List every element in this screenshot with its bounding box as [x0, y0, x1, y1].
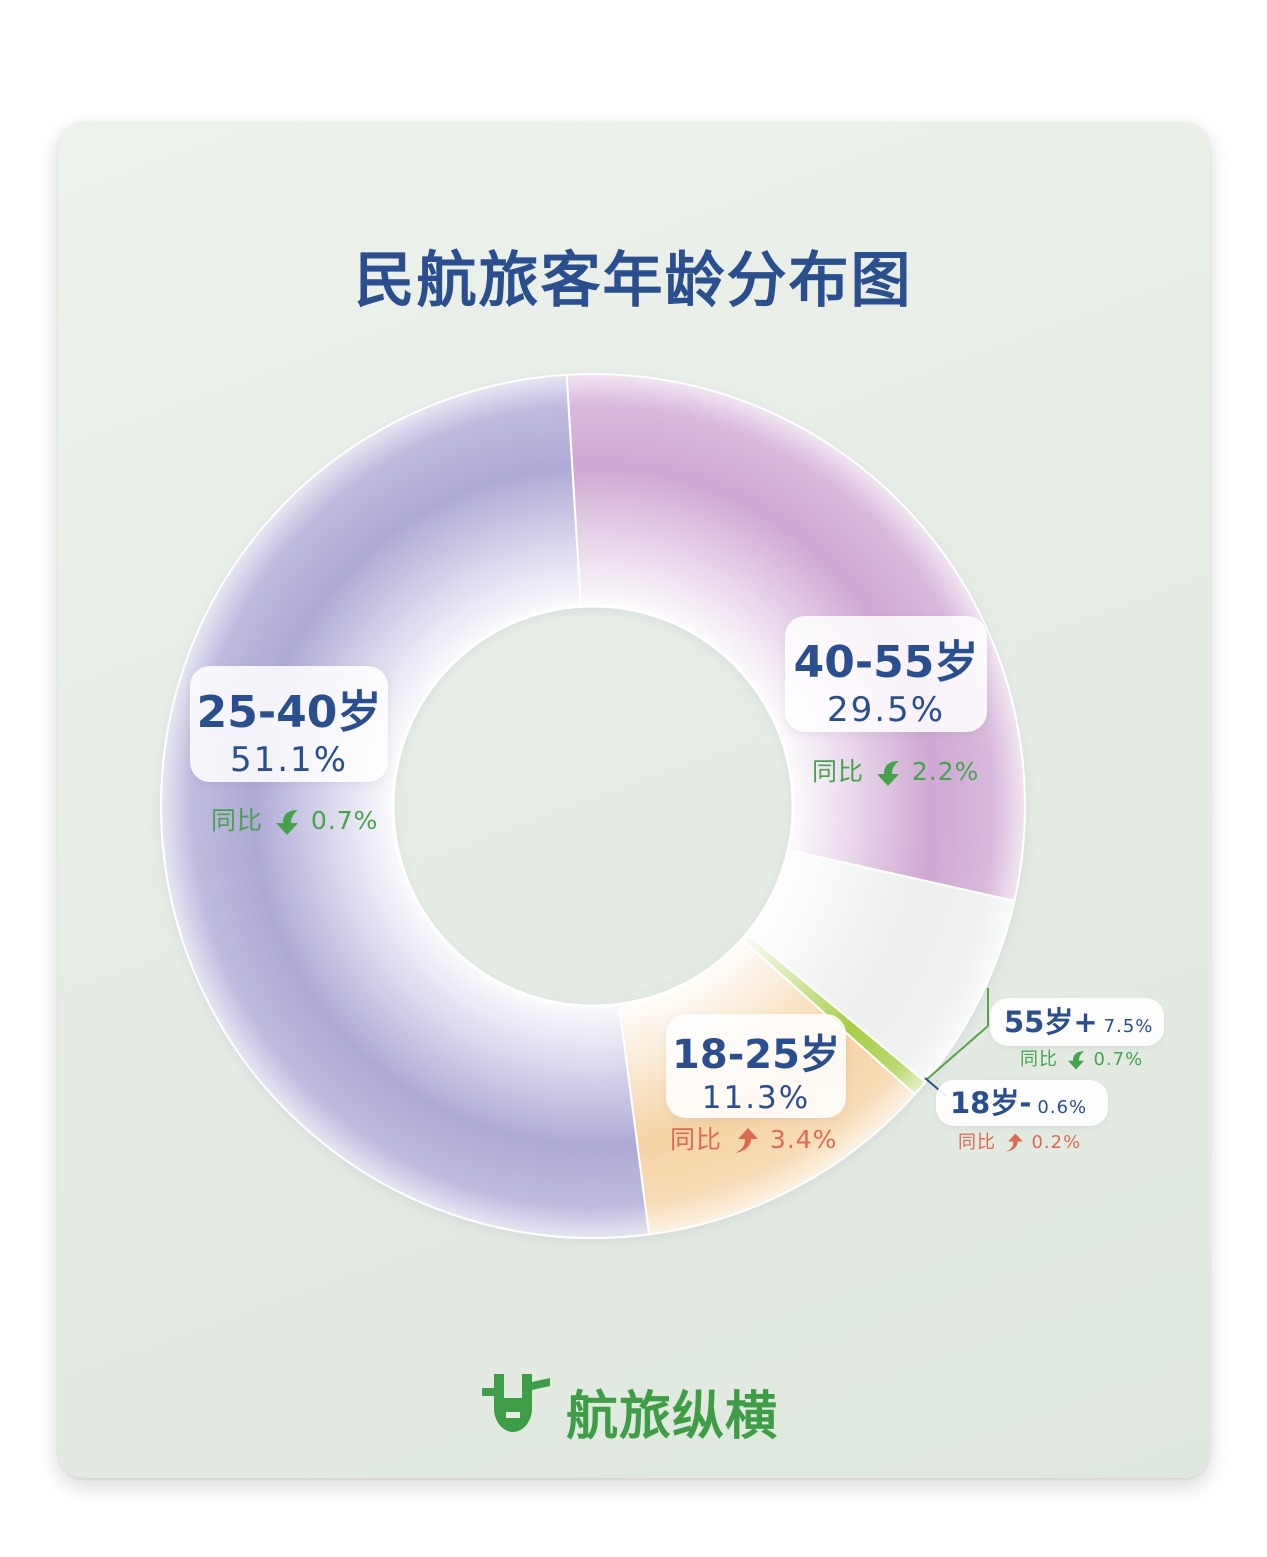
- label-40-55-name: 40-55岁: [793, 637, 979, 688]
- yoy-25-40-value: 0.7%: [310, 806, 379, 835]
- brand-logo-icon: [482, 1374, 550, 1432]
- arrow-up-icon: [734, 1128, 758, 1153]
- yoy-25-40: 同比 0.7%: [211, 801, 378, 837]
- yoy-under18-value: 0.2%: [1031, 1132, 1082, 1153]
- yoy-18-25-value: 3.4%: [769, 1125, 838, 1154]
- leader-55plus-diag: [925, 1025, 989, 1081]
- label-under18-pct: 0.6%: [1037, 1097, 1088, 1118]
- label-under18-name: 18岁-: [950, 1086, 1032, 1120]
- brand-name: 航旅纵横: [566, 1387, 779, 1447]
- label-18-25: 18-25岁 11.3%: [666, 1014, 846, 1118]
- yoy-40-55: 同比 2.2%: [812, 752, 979, 788]
- label-18-25-name: 18-25岁: [672, 1032, 840, 1078]
- label-40-55-pct: 29.5%: [826, 690, 945, 730]
- label-25-40-pct: 51.1%: [229, 740, 348, 780]
- label-25-40: 25-40岁 51.1%: [190, 666, 388, 782]
- yoy-55plus-value: 0.7%: [1093, 1049, 1144, 1070]
- donut-hole-edge: [391, 604, 795, 1008]
- yoy-18-25: 同比 3.4%: [670, 1120, 837, 1156]
- yoy-40-55-prefix: 同比: [812, 757, 865, 786]
- yoy-40-55-value: 2.2%: [911, 757, 980, 786]
- yoy-under18-prefix: 同比: [958, 1132, 996, 1153]
- label-55plus: 55岁+ 7.5%: [990, 998, 1164, 1046]
- yoy-55plus-prefix: 同比: [1020, 1049, 1058, 1070]
- chart-title: 民航旅客年龄分布图: [354, 246, 913, 316]
- yoy-55plus: 同比 0.7%: [1020, 1045, 1143, 1071]
- label-55plus-name: 55岁+: [1004, 1005, 1098, 1039]
- arrow-down-icon: [876, 761, 899, 786]
- yoy-25-40-prefix: 同比: [211, 806, 264, 835]
- label-40-55: 40-55岁 29.5%: [785, 616, 987, 732]
- yoy-under18: 同比 0.2%: [958, 1128, 1081, 1154]
- label-under18: 18岁- 0.6%: [936, 1080, 1108, 1126]
- label-18-25-pct: 11.3%: [701, 1080, 811, 1116]
- label-25-40-name: 25-40岁: [196, 687, 382, 738]
- arrow-down-icon: [275, 810, 298, 835]
- label-55plus-pct: 7.5%: [1103, 1016, 1154, 1037]
- arrow-up-icon: [1005, 1133, 1023, 1152]
- yoy-18-25-prefix: 同比: [670, 1125, 723, 1154]
- arrow-down-icon: [1067, 1051, 1084, 1070]
